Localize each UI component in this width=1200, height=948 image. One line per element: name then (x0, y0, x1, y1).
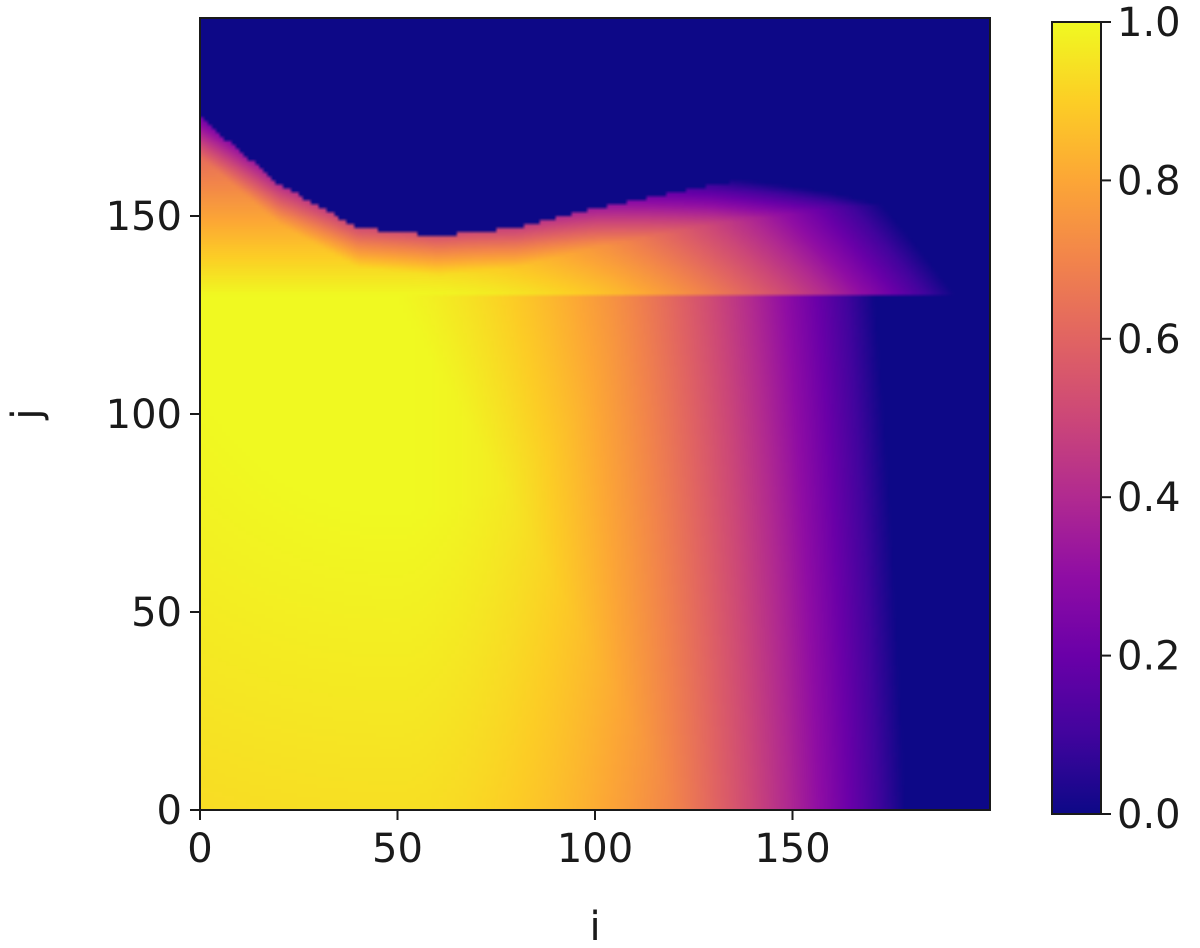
x-axis-label: i (589, 904, 600, 948)
colorbar-ticks: 0.0 0.2 0.4 0.6 0.8 1.0 (1101, 0, 1181, 838)
x-tick-label: 150 (754, 826, 830, 872)
colorbar-tick-label: 0.0 (1117, 792, 1181, 838)
colorbar (1051, 21, 1102, 815)
y-axis-label: j (4, 408, 50, 420)
colorbar-tick-label: 0.2 (1117, 634, 1181, 680)
colorbar-tick-label: 0.8 (1117, 158, 1181, 204)
colorbar-tick-label: 1.0 (1117, 0, 1181, 46)
y-tick-label: 150 (106, 194, 182, 240)
y-tick-label: 100 (106, 392, 182, 438)
colorbar-tick-label: 0.6 (1117, 317, 1181, 363)
y-axis-ticks: 0 50 100 150 (106, 194, 200, 834)
y-tick-label: 50 (131, 590, 182, 636)
x-axis-ticks: 0 50 100 150 (187, 810, 831, 872)
y-tick-label: 0 (157, 788, 182, 834)
x-tick-label: 100 (557, 826, 633, 872)
heatmap-image (200, 18, 990, 810)
x-tick-label: 0 (187, 826, 212, 872)
colorbar-tick-label: 0.4 (1117, 475, 1181, 521)
x-tick-label: 50 (372, 826, 423, 872)
